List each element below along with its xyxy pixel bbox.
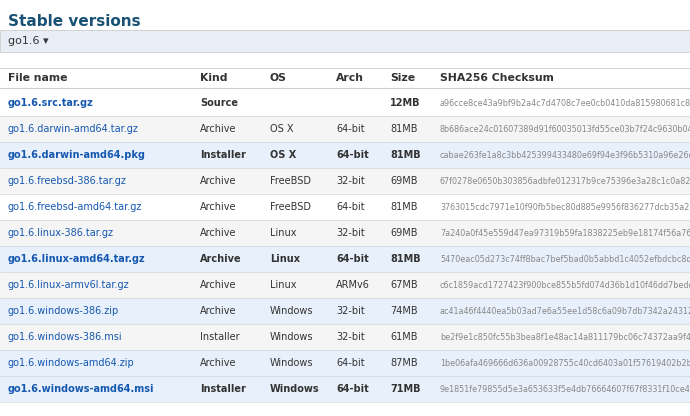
Text: go1.6.linux-amd64.tar.gz: go1.6.linux-amd64.tar.gz: [8, 254, 146, 264]
Bar: [0, 142, 690, 168]
Text: 3763015cdc7971e10f90fb5bec80d885e9956f836277dcb35a2166ffbd7af9b5: 3763015cdc7971e10f90fb5bec80d885e9956f83…: [440, 203, 690, 211]
Text: go1.6.linux-386.tar.gz: go1.6.linux-386.tar.gz: [8, 228, 114, 238]
Text: 5470eac05d273c74ff8bac7bef5bad0b5abbd1c4052efbdcbc8db45332e836b0b: 5470eac05d273c74ff8bac7bef5bad0b5abbd1c4…: [440, 255, 690, 263]
Text: be2f9e1c850fc55b3bea8f1e48ac14a811179bc06c74372aa9f49f74429f18a35: be2f9e1c850fc55b3bea8f1e48ac14a811179bc0…: [440, 332, 690, 342]
Bar: [0, 194, 690, 220]
Text: Linux: Linux: [270, 254, 300, 264]
Text: Installer: Installer: [200, 384, 246, 394]
Text: ARMv6: ARMv6: [336, 280, 370, 290]
Text: 67f0278e0650b303856adbfe012317b9ce75396e3a28c1c0a821028480b07a085: 67f0278e0650b303856adbfe012317b9ce75396e…: [440, 176, 690, 186]
Text: go1.6.windows-386.msi: go1.6.windows-386.msi: [8, 332, 123, 342]
Text: go1.6.windows-amd64.zip: go1.6.windows-amd64.zip: [8, 358, 135, 368]
Text: go1.6.windows-amd64.msi: go1.6.windows-amd64.msi: [8, 384, 155, 394]
Bar: [0, 168, 690, 194]
Bar: [0, 30, 690, 52]
Text: 32-bit: 32-bit: [336, 306, 365, 316]
Bar: [0, 376, 690, 402]
Text: 7a240a0f45e559d47ea97319b59fa1838225eb9e18174f56a76cca19880d0b9b1: 7a240a0f45e559d47ea97319b59fa1838225eb9e…: [440, 228, 690, 238]
Bar: [0, 324, 690, 350]
Bar: [0, 116, 690, 142]
Text: FreeBSD: FreeBSD: [270, 202, 311, 212]
Text: Archive: Archive: [200, 176, 237, 186]
Text: 9e1851fe79855d5e3a653633f5e4db76664607f67f8331f10ce4980ba09b51013b7: 9e1851fe79855d5e3a653633f5e4db76664607f6…: [440, 384, 690, 394]
Text: OS: OS: [270, 73, 287, 83]
Text: 74MB: 74MB: [390, 306, 417, 316]
Text: Source: Source: [200, 98, 238, 108]
Text: Kind: Kind: [200, 73, 228, 83]
Text: FreeBSD: FreeBSD: [270, 176, 311, 186]
Text: Archive: Archive: [200, 228, 237, 238]
Text: 8b686ace24c01607389d91f60035013fd55ce03b7f24c9630b043ba71b056f43000: 8b686ace24c01607389d91f60035013fd55ce03b…: [440, 124, 690, 134]
Text: File name: File name: [8, 73, 68, 83]
Bar: [0, 220, 690, 246]
Text: 61MB: 61MB: [390, 332, 417, 342]
Text: Archive: Archive: [200, 254, 242, 264]
Text: 64-bit: 64-bit: [336, 384, 368, 394]
Text: c6c1859acd1727423f900bce855b5fd074d36b1d10f46dd7beddeb1fb57513d0b: c6c1859acd1727423f900bce855b5fd074d36b1d…: [440, 280, 690, 290]
Text: 69MB: 69MB: [390, 176, 417, 186]
Text: 32-bit: 32-bit: [336, 176, 365, 186]
Text: go1.6.freebsd-386.tar.gz: go1.6.freebsd-386.tar.gz: [8, 176, 127, 186]
Text: go1.6.linux-armv6l.tar.gz: go1.6.linux-armv6l.tar.gz: [8, 280, 130, 290]
Text: Size: Size: [390, 73, 415, 83]
Bar: [0, 246, 690, 272]
Text: 64-bit: 64-bit: [336, 254, 368, 264]
Text: 32-bit: 32-bit: [336, 332, 365, 342]
Text: cabae263fe1a8c3bb425399433480e69f94e3f96b5310a96e26df29ff745aaf5c: cabae263fe1a8c3bb425399433480e69f94e3f96…: [440, 151, 690, 159]
Text: 1be06afa469666d636a00928755c40cd6403a01f57619402b2b1308a664f860bac: 1be06afa469666d636a00928755c40cd6403a01f…: [440, 359, 690, 367]
Text: 71MB: 71MB: [390, 384, 420, 394]
Text: go1.6.src.tar.gz: go1.6.src.tar.gz: [8, 98, 94, 108]
Text: 64-bit: 64-bit: [336, 358, 364, 368]
Text: Linux: Linux: [270, 280, 297, 290]
Text: 64-bit: 64-bit: [336, 202, 364, 212]
Text: Windows: Windows: [270, 332, 313, 342]
Text: OS X: OS X: [270, 150, 296, 160]
Text: 69MB: 69MB: [390, 228, 417, 238]
Text: 64-bit: 64-bit: [336, 124, 364, 134]
Text: 81MB: 81MB: [390, 124, 417, 134]
Text: Installer: Installer: [200, 332, 239, 342]
Text: SHA256 Checksum: SHA256 Checksum: [440, 73, 554, 83]
Text: Arch: Arch: [336, 73, 364, 83]
Bar: [0, 68, 690, 88]
Text: Stable versions: Stable versions: [8, 14, 141, 29]
Text: Archive: Archive: [200, 202, 237, 212]
Text: a96cce8ce43a9bf9b2a4c7d4708c7ee0cb0410da815980681c8353218dcf146: a96cce8ce43a9bf9b2a4c7d4708c7ee0cb0410da…: [440, 99, 690, 107]
Text: Windows: Windows: [270, 306, 313, 316]
Text: go1.6.windows-386.zip: go1.6.windows-386.zip: [8, 306, 119, 316]
Text: Windows: Windows: [270, 384, 319, 394]
Text: 32-bit: 32-bit: [336, 228, 365, 238]
Text: Archive: Archive: [200, 124, 237, 134]
Text: ac41a46f4440ea5b03ad7e6a55ee1d58c6a09b7db7342a24312325103421f10f0: ac41a46f4440ea5b03ad7e6a55ee1d58c6a09b7d…: [440, 307, 690, 315]
Text: Linux: Linux: [270, 228, 297, 238]
Text: 81MB: 81MB: [390, 254, 421, 264]
Bar: [0, 272, 690, 298]
Text: go1.6.freebsd-amd64.tar.gz: go1.6.freebsd-amd64.tar.gz: [8, 202, 142, 212]
Text: Archive: Archive: [200, 306, 237, 316]
Text: Installer: Installer: [200, 150, 246, 160]
Text: Archive: Archive: [200, 358, 237, 368]
Bar: [0, 350, 690, 376]
Text: go1.6 ▾: go1.6 ▾: [8, 36, 48, 46]
Text: Windows: Windows: [270, 358, 313, 368]
Text: go1.6.darwin-amd64.tar.gz: go1.6.darwin-amd64.tar.gz: [8, 124, 139, 134]
Bar: [0, 90, 690, 116]
Text: OS X: OS X: [270, 124, 293, 134]
Text: go1.6.darwin-amd64.pkg: go1.6.darwin-amd64.pkg: [8, 150, 146, 160]
Text: 67MB: 67MB: [390, 280, 417, 290]
Text: Archive: Archive: [200, 280, 237, 290]
Bar: [0, 298, 690, 324]
Text: 12MB: 12MB: [390, 98, 420, 108]
Text: 87MB: 87MB: [390, 358, 417, 368]
Text: 81MB: 81MB: [390, 150, 421, 160]
Text: 64-bit: 64-bit: [336, 150, 368, 160]
Text: 81MB: 81MB: [390, 202, 417, 212]
